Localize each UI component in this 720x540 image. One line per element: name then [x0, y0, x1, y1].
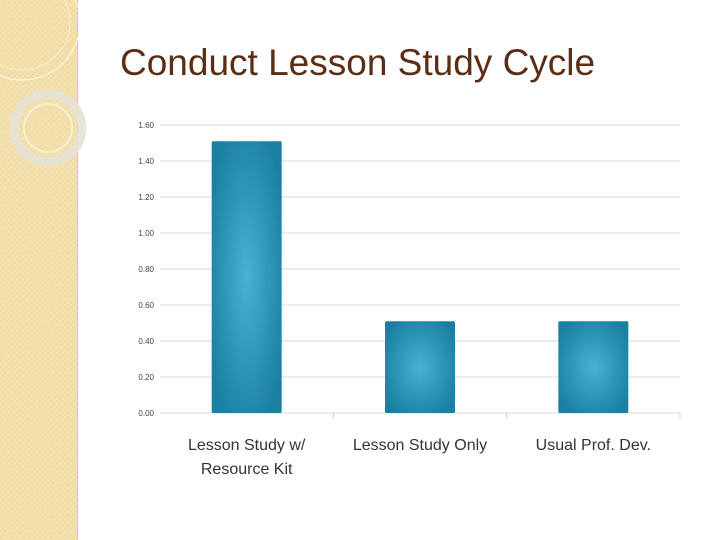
- x-category-label-line: Usual Prof. Dev.: [536, 437, 651, 454]
- decorative-side-strip: [0, 0, 78, 540]
- y-tick-label: 1.00: [138, 229, 154, 238]
- decorative-rings: [0, 0, 87, 167]
- y-tick-label: 0.20: [138, 373, 154, 382]
- y-tick-label: 0.00: [138, 409, 154, 418]
- y-tick-label: 0.40: [138, 337, 154, 346]
- slide-title: Conduct Lesson Study Cycle: [120, 42, 596, 83]
- y-tick-label: 0.60: [138, 301, 154, 310]
- y-tick-label: 1.20: [138, 193, 154, 202]
- x-category-label-line: Resource Kit: [201, 461, 293, 478]
- x-category-label-line: Lesson Study Only: [353, 437, 487, 454]
- x-category-label-line: Lesson Study w/: [188, 437, 306, 454]
- y-tick-label: 1.60: [138, 121, 154, 130]
- x-category-label: Lesson Study Only: [353, 437, 487, 454]
- bar: [211, 141, 282, 413]
- bar: [558, 321, 629, 413]
- y-tick-label: 1.40: [138, 157, 154, 166]
- x-category-label: Usual Prof. Dev.: [536, 437, 651, 454]
- bar: [385, 321, 455, 413]
- y-tick-label: 0.80: [138, 265, 154, 274]
- x-category-label: Lesson Study w/Resource Kit: [188, 437, 306, 478]
